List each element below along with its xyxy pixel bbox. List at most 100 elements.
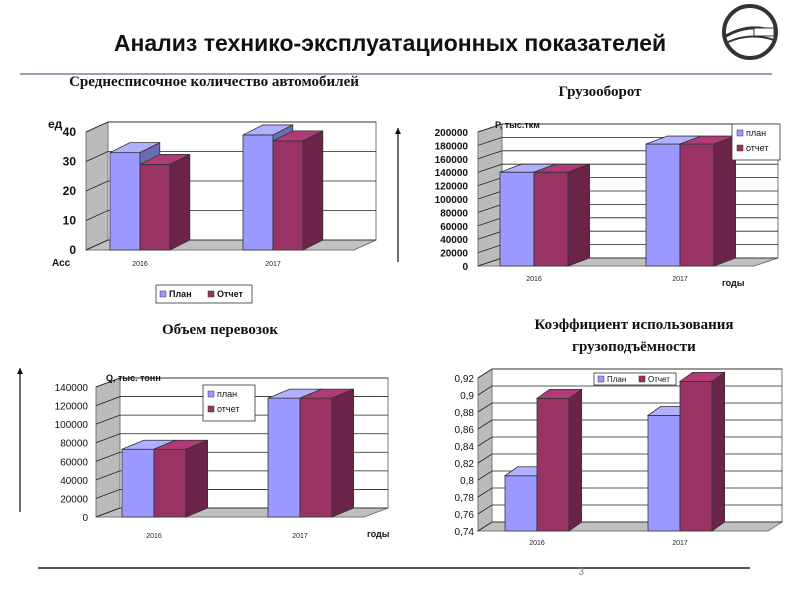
chart-3-ytick-label: 60000 [60, 457, 88, 468]
chart-4-bar-side [711, 371, 725, 532]
chart-2-ylabel: Р, тыс.ткм [495, 120, 540, 130]
chart-3-group: 0 20000 40000 60000 80000 100000 120000 140000 2… [55, 373, 390, 540]
chart-3-bar [299, 397, 333, 518]
chart-4-ytick-label: 0,84 [455, 442, 475, 453]
chart-4-bar [504, 475, 538, 532]
chart-1-category-label: 2017 [265, 261, 281, 268]
chart-1-ytick-label: 20 [63, 184, 77, 198]
chart-1-ytick-label: 30 [63, 155, 77, 169]
chart-2-legend-swatch [736, 144, 744, 152]
chart-3-xlabel: годы [367, 529, 390, 539]
chart-4-ytick-label: 0,74 [455, 527, 475, 538]
bottom-divider [38, 567, 750, 569]
chart-1-bar [242, 134, 274, 251]
chart-1-bar [272, 140, 304, 251]
chart-1-bar [139, 164, 171, 251]
chart-3-legend-label: план [217, 389, 237, 399]
chart-3-ytick-label: 80000 [60, 439, 88, 450]
chart-4-legend-box [593, 372, 677, 386]
chart-4-bar-side [568, 388, 582, 532]
top-divider [20, 73, 772, 75]
chart-3-ylabel: Q, тыс. тонн [106, 373, 161, 383]
chart-2-ytick-label: 20000 [440, 249, 468, 260]
axis-arrow-head [395, 128, 401, 134]
chart4-title: Коэффициент использования грузоподъёмнос… [534, 317, 734, 355]
chart-3-bar-side [185, 439, 209, 518]
slide-title: Анализ технико-эксплуатационных показате… [113, 30, 667, 56]
chart-4-gridline [477, 368, 782, 379]
chart-2-ytick-label: 100000 [435, 195, 469, 206]
chart-1-bar [109, 152, 141, 251]
chart-3-category-label: 2017 [292, 533, 308, 540]
chart-3-ytick-label: 0 [82, 513, 88, 524]
chart-4-ytick-label: 0,86 [455, 425, 475, 436]
chart-1-gridline [85, 121, 376, 133]
chart-1-category-label: 2016 [132, 261, 148, 268]
chart-2-bar [679, 143, 715, 267]
chart-2-ytick-label: 0 [462, 262, 468, 273]
chart-2-bar [645, 143, 681, 267]
chart-4-legend-label: Отчет [648, 375, 670, 384]
chart-1-ytick-label: 10 [63, 214, 77, 228]
chart-3-bar-side [331, 388, 355, 518]
chart-2-bar [533, 171, 569, 267]
chart-2-xlabel: годы [722, 278, 745, 288]
chart-2-category-label: 2016 [526, 276, 542, 283]
chart-4-ytick-label: 0,78 [455, 493, 475, 504]
chart-4-legend-swatch [597, 375, 605, 383]
chart-4-group: 0,74 0,76 0,78 0,8 0,82 0,84 0,86 0,88 0,9 0,92 20… [455, 368, 784, 547]
chart-3-ytick-label: 40000 [60, 476, 88, 487]
chart-1-bar-side [169, 153, 191, 251]
chart-3-bar [153, 448, 187, 518]
chart-2-bar-side [713, 135, 736, 267]
chart-4-ytick-label: 0,8 [460, 476, 474, 487]
chart-1-legend-label: Отчет [217, 289, 244, 299]
chart-4-legend-label: План [607, 375, 626, 384]
chart-3-ytick-label: 100000 [55, 420, 89, 431]
page-number: 3 [578, 566, 585, 578]
chart-1-legend-swatch [159, 290, 167, 298]
chart-1-ylabel: ед [48, 117, 63, 131]
chart-3-bar [121, 448, 155, 518]
chart-2-ytick-label: 140000 [435, 168, 469, 179]
chart-1-group: 0 10 20 30 40 2016 2017 ед Асс План Отчет [48, 117, 377, 304]
chart-1-ytick-label: 40 [63, 125, 77, 139]
chart-4-legend-swatch [638, 375, 646, 383]
chart-1-corner-label: Асс [52, 258, 71, 269]
chart-2-legend-label: отчет [746, 143, 768, 153]
chart-2-legend-swatch [736, 129, 744, 137]
chart1-title: Среднесписочное количество автомобилей [69, 74, 359, 90]
chart-1-legend-label: План [169, 289, 192, 299]
chart-3-category-label: 2016 [146, 533, 162, 540]
chart-4-category-label: 2016 [529, 540, 545, 547]
chart-2-category-label: 2017 [672, 276, 688, 283]
chart-4-bar [536, 397, 570, 532]
chart-3-side-wall [95, 377, 121, 518]
chart-2-ytick-label: 160000 [435, 155, 469, 166]
chart-2-bar [499, 171, 535, 267]
chart-4-bar [647, 414, 681, 532]
chart-4-ytick-label: 0,9 [460, 391, 474, 402]
chart-2-ytick-label: 60000 [440, 222, 468, 233]
company-logo [722, 4, 778, 60]
axis-arrow-head [17, 368, 23, 374]
chart-4-ytick-label: 0,76 [455, 510, 475, 521]
chart3-title: Объем перевозок [161, 322, 279, 338]
chart-3-legend-swatch [207, 405, 215, 413]
chart-1-legend-swatch [207, 290, 215, 298]
chart-4-ytick-label: 0,92 [455, 374, 475, 385]
chart-3-ytick-label: 140000 [55, 383, 89, 394]
chart-2-group: 0 20000 40000 60000 80000 100000 120000 140000 1… [435, 120, 781, 288]
chart-2-gridline [477, 123, 778, 133]
chart-3-ytick-label: 20000 [60, 494, 88, 505]
chart-4-ytick-label: 0,88 [455, 408, 475, 419]
chart-2-ytick-label: 180000 [435, 141, 469, 152]
chart-2-legend-label: план [746, 128, 766, 138]
chart-3-legend-label: отчет [217, 404, 239, 414]
chart-2-ytick-label: 200000 [435, 128, 469, 139]
chart-4-category-label: 2017 [672, 540, 688, 547]
chart-2-bar-side [567, 163, 590, 267]
chart-3-gridline [95, 377, 388, 388]
chart-2-ytick-label: 120000 [435, 182, 469, 193]
